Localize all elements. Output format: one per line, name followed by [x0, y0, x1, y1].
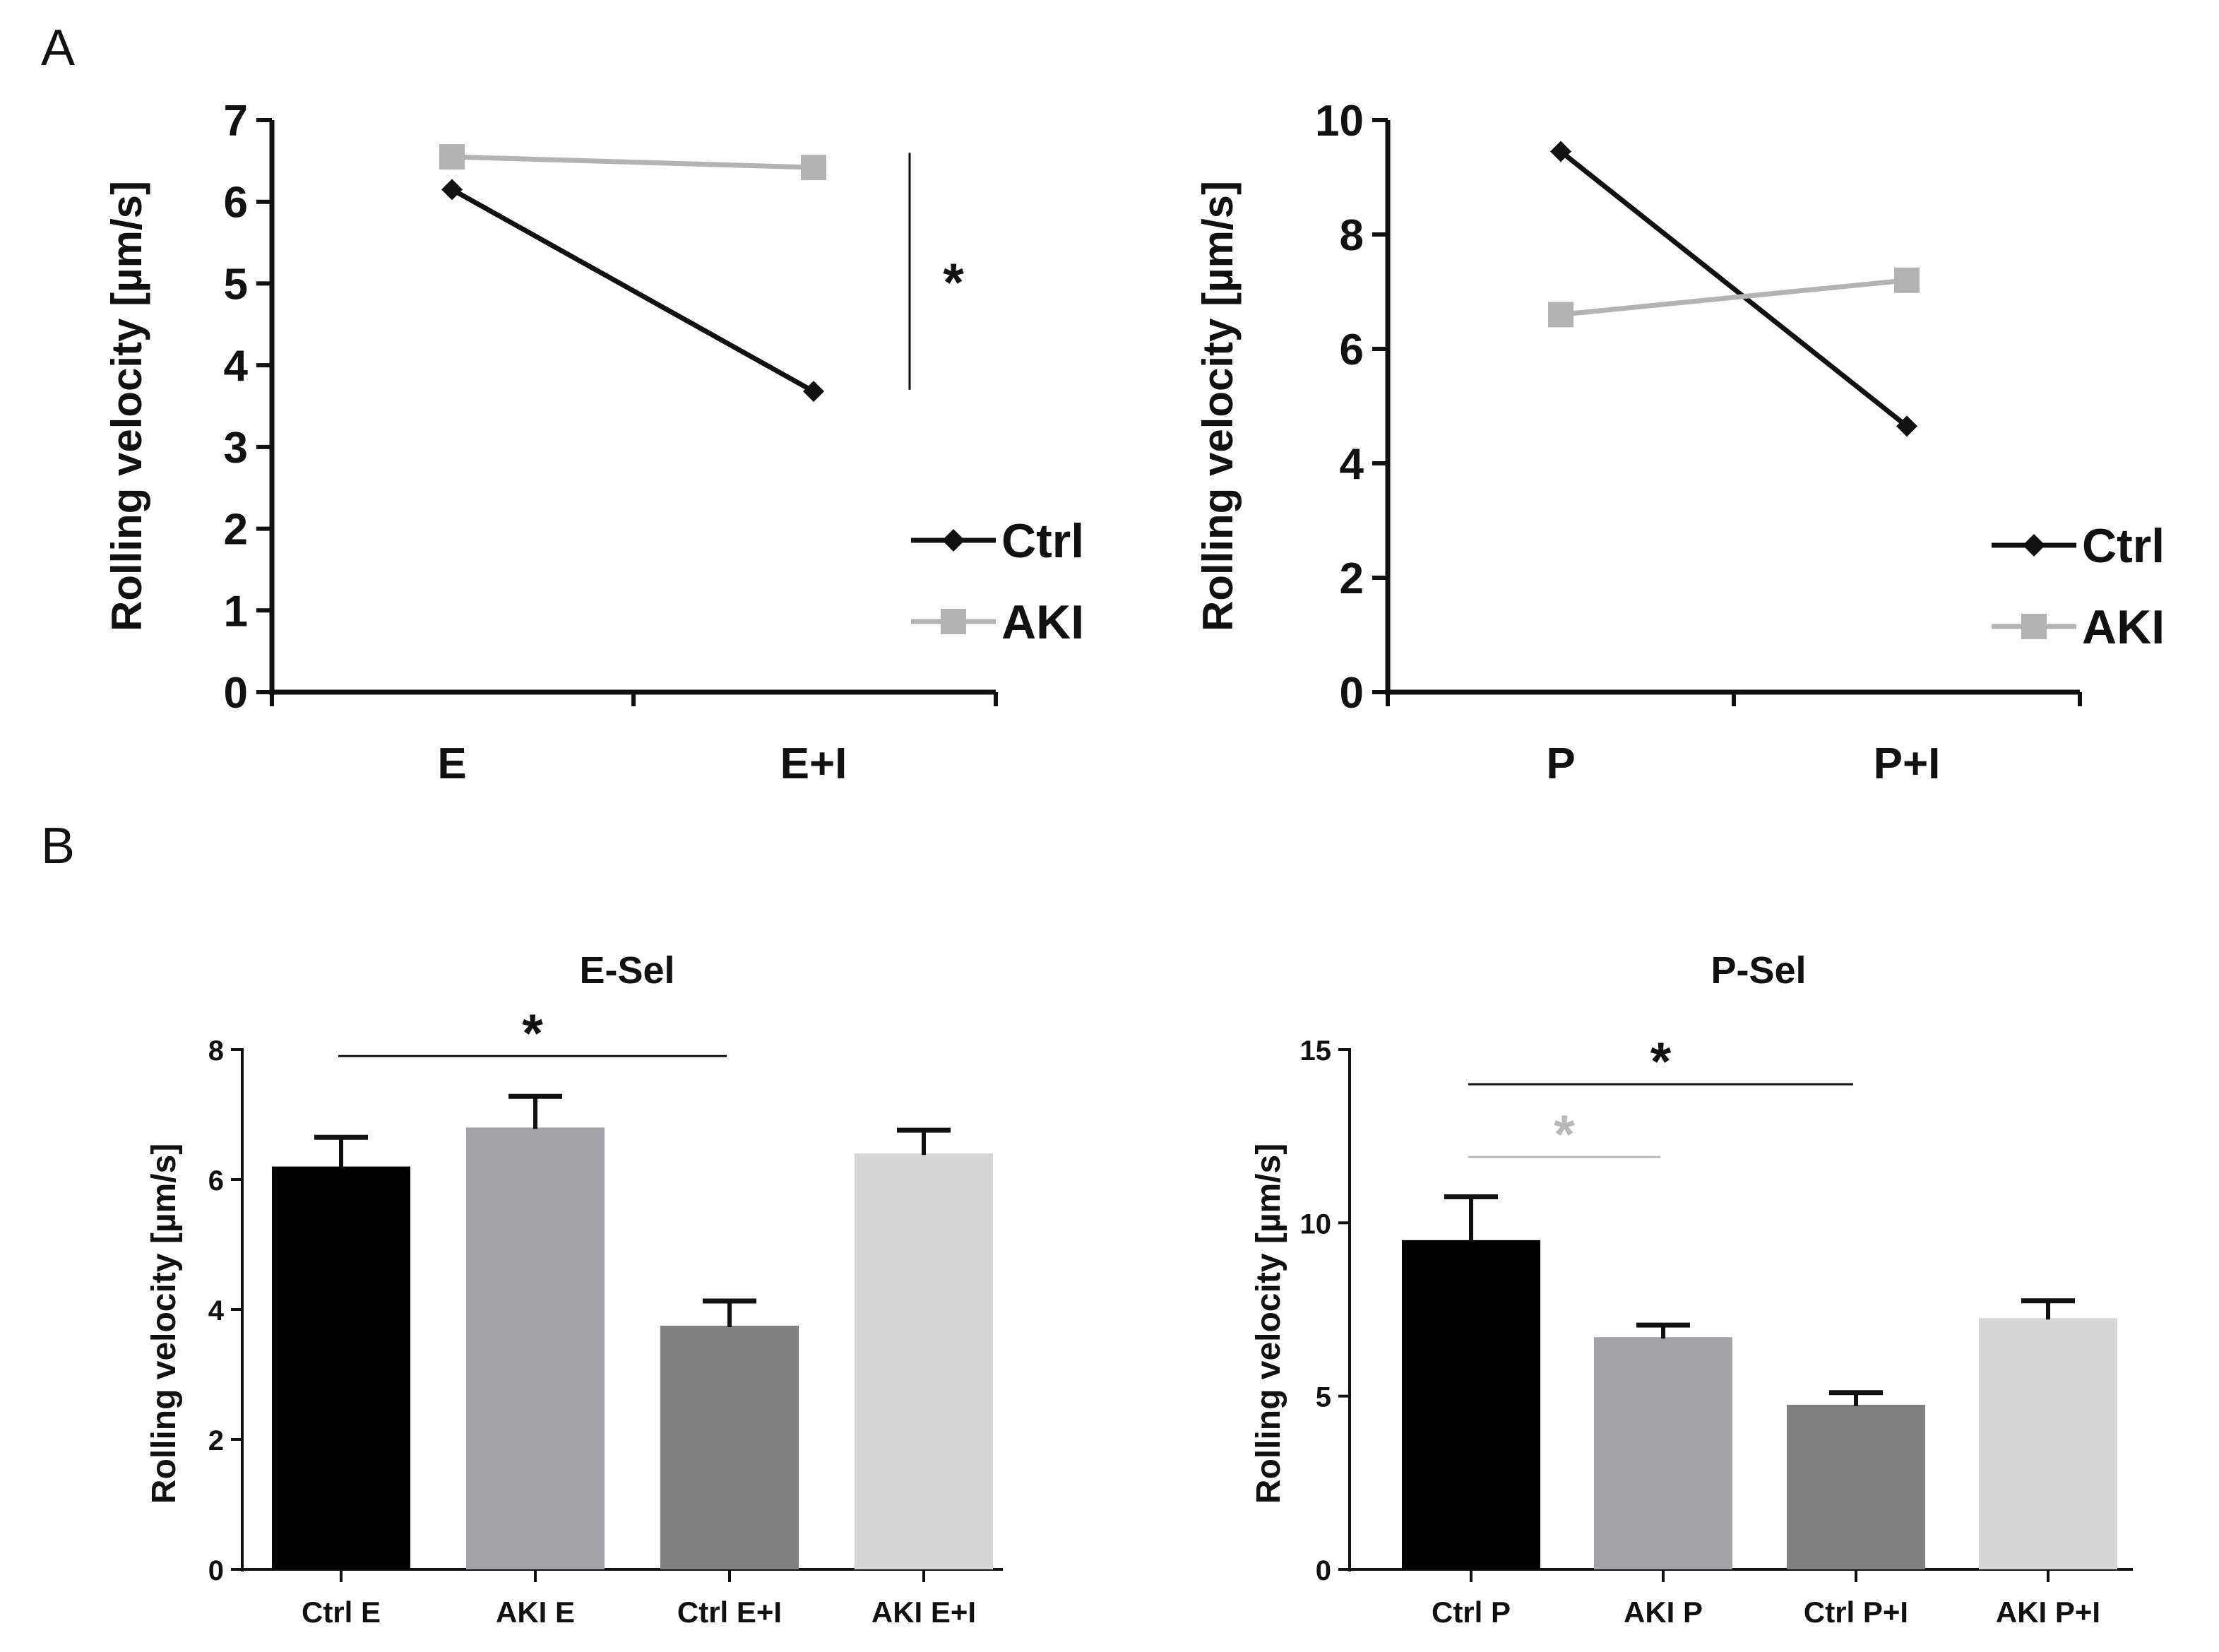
- marker-ctrl: [803, 381, 824, 403]
- chart-title: E-Sel: [579, 949, 674, 992]
- x-category-label: AKI P: [1624, 1595, 1703, 1629]
- chart-b-e-sel-bar: E-Sel 0 2 4 6 8 Rolling velocity [µm/s] Ctrl E A…: [145, 949, 1003, 1629]
- x-category-label: Ctrl E: [302, 1595, 381, 1629]
- bar: [1594, 1337, 1732, 1569]
- panel-label-a: A: [41, 20, 75, 76]
- bar: [272, 1166, 410, 1569]
- x-category-label: AKI E+I: [871, 1595, 976, 1629]
- chart-a-e-selectin-line: 0 1 2 3 4 5 6 7 E E+I Rolling velocity [µm/s] Ctrl A…: [103, 97, 1084, 788]
- marker-aki: [1894, 267, 1920, 293]
- x-category-label: Ctrl P: [1432, 1595, 1511, 1629]
- legend-label-aki: AKI: [1001, 595, 1084, 649]
- marker-aki: [801, 155, 826, 181]
- y-tick-label: 2: [224, 506, 248, 554]
- y-tick-label: 0: [1340, 669, 1364, 718]
- y-tick-label: 1: [224, 587, 248, 636]
- y-tick-label: 5: [224, 260, 248, 309]
- y-axis-label: Rolling velocity [µm/s]: [1250, 1143, 1287, 1504]
- legend-label-ctrl: Ctrl: [1001, 514, 1084, 568]
- bar: [1402, 1240, 1540, 1569]
- x-category-label: P: [1546, 739, 1575, 788]
- significance-star: *: [1650, 1032, 1672, 1092]
- marker-aki: [1548, 302, 1573, 328]
- bar: [660, 1326, 799, 1569]
- y-tick-label: 6: [224, 179, 248, 227]
- bar: [1979, 1318, 2117, 1569]
- significance-star: *: [522, 1004, 543, 1064]
- y-tick-label: 4: [208, 1295, 225, 1326]
- significance-star: *: [943, 253, 964, 313]
- marker-aki: [439, 144, 465, 170]
- y-tick-label: 4: [224, 342, 249, 391]
- series-line-ctrl: [1559, 149, 1909, 429]
- panel-label-b: B: [41, 818, 75, 874]
- legend-marker-ctrl: [942, 529, 965, 552]
- x-category-label: Ctrl P+I: [1804, 1595, 1908, 1629]
- chart-title: P-Sel: [1711, 949, 1806, 992]
- y-axis-label: Rolling velocity [µm/s]: [103, 181, 150, 631]
- x-category-label: E: [437, 739, 466, 788]
- y-tick-label: 10: [1315, 97, 1364, 145]
- x-category-label: Ctrl E+I: [677, 1595, 782, 1629]
- y-tick-label: 5: [1316, 1382, 1331, 1413]
- y-tick-label: 6: [1340, 326, 1364, 374]
- marker-ctrl: [1896, 415, 1917, 437]
- y-tick-label: 0: [208, 1555, 224, 1586]
- y-tick-label: 8: [1340, 211, 1364, 260]
- y-tick-label: 0: [1316, 1555, 1331, 1586]
- series-line-ctrl: [451, 187, 815, 394]
- legend-marker-ctrl: [2023, 534, 2045, 557]
- x-category-label: P+I: [1874, 739, 1941, 788]
- y-tick-label: 15: [1300, 1035, 1332, 1066]
- y-axis-label: Rolling velocity [µm/s]: [1194, 181, 1242, 631]
- legend-marker-aki: [941, 609, 966, 634]
- y-tick-label: 0: [224, 669, 248, 718]
- legend-label-aki: AKI: [2082, 600, 2165, 654]
- legend-marker-aki: [2021, 614, 2047, 639]
- x-category-label: E+I: [780, 739, 847, 788]
- y-tick-label: 3: [224, 424, 248, 473]
- x-category-label: AKI P+I: [1996, 1595, 2100, 1629]
- y-tick-label: 7: [224, 97, 248, 145]
- marker-ctrl: [441, 179, 463, 201]
- legend-label-ctrl: Ctrl: [2082, 519, 2165, 573]
- x-category-label: AKI E: [496, 1595, 575, 1629]
- bar: [855, 1153, 993, 1569]
- chart-b-p-sel-bar: P-Sel 0 5 10 15 Rolling velocity [µm/s] Ctrl P…: [1250, 949, 2133, 1629]
- series-line-aki: [451, 154, 814, 170]
- y-tick-label: 2: [1340, 554, 1364, 603]
- bar: [466, 1127, 605, 1569]
- y-tick-label: 2: [208, 1425, 224, 1456]
- marker-ctrl: [1550, 141, 1571, 162]
- series-line-aki: [1560, 278, 1908, 317]
- y-tick-label: 4: [1340, 440, 1364, 489]
- y-tick-label: 8: [208, 1035, 224, 1066]
- significance-star: *: [1554, 1105, 1575, 1165]
- y-axis-label: Rolling velocity [µm/s]: [145, 1143, 183, 1504]
- chart-a-p-selectin-line: 0 2 4 6 8 10 P P+I Rolling velocity [µm/s] Ctrl AK…: [1194, 97, 2165, 788]
- y-tick-label: 6: [208, 1165, 224, 1196]
- y-tick-label: 10: [1300, 1208, 1332, 1240]
- bar: [1787, 1404, 1925, 1569]
